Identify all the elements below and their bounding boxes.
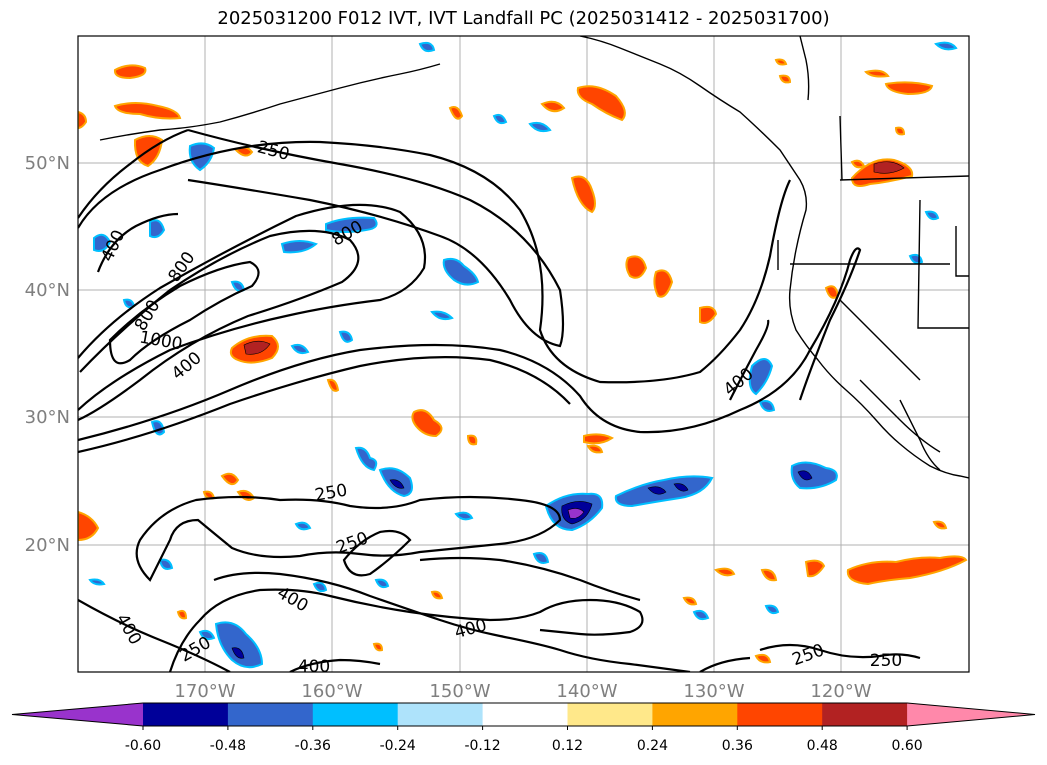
colorbar-segment [652, 703, 738, 726]
lon-label: 120°W [810, 681, 871, 702]
lon-label: 170°W [174, 681, 235, 702]
colorbar-segment [482, 703, 568, 726]
colorbar-segment [822, 703, 908, 726]
colorbar-segment [227, 703, 314, 726]
colorbar-tick-label: -0.48 [210, 738, 246, 754]
lat-label: 40°N [25, 280, 70, 301]
colorbar-tick-label: -0.60 [125, 738, 161, 754]
lon-label: 130°W [683, 681, 744, 702]
colorbar-segment [567, 703, 653, 726]
map-frame [77, 35, 970, 673]
colorbar-segment [397, 703, 484, 726]
colorbar-segment [143, 703, 229, 726]
lon-label: 140°W [556, 681, 617, 702]
colorbar-tick-label: -0.36 [295, 738, 331, 754]
lat-label: 30°N [25, 407, 70, 428]
colorbar-segment [737, 703, 823, 726]
map-area [78, 36, 969, 672]
positive-ivt-areas [78, 58, 968, 664]
gridlines [78, 36, 969, 672]
colorbar-segment [312, 703, 399, 726]
colorbar-tick-label: -0.12 [464, 738, 500, 754]
colorbar-extend-left [12, 703, 143, 726]
lat-label: 50°N [25, 153, 70, 174]
colorbar-tick-label: 0.12 [552, 738, 583, 754]
colorbar-labels: -0.60 -0.48 -0.36 -0.24 -0.12 0.12 0.24 0.36 0.4… [125, 726, 923, 754]
colorbar-tick-label: 0.24 [637, 738, 668, 754]
colorbar-extend-right [907, 703, 1035, 726]
colorbar-tick-label: 0.48 [807, 738, 838, 754]
contour-label: 400 [298, 657, 330, 677]
colorbar-tick-label: 0.60 [892, 738, 923, 754]
colorbar-tick-label: 0.36 [722, 738, 753, 754]
latitude-labels: 50°N 40°N 30°N 20°N [25, 153, 70, 556]
lon-label: 150°W [429, 681, 490, 702]
colorbar-tick-label: -0.24 [380, 738, 416, 754]
coastlines [99, 36, 969, 479]
lon-label: 160°W [301, 681, 362, 702]
colorbar [11, 702, 1036, 727]
map-title: 2025031200 F012 IVT, IVT Landfall PC (20… [217, 8, 830, 29]
lat-label: 20°N [25, 535, 70, 556]
contour-label: 250 [870, 651, 902, 671]
ivt-contours [78, 128, 921, 672]
longitude-labels: 170°W 160°W 150°W 140°W 130°W 120°W [174, 681, 871, 702]
negative-ivt-areas [88, 41, 958, 669]
